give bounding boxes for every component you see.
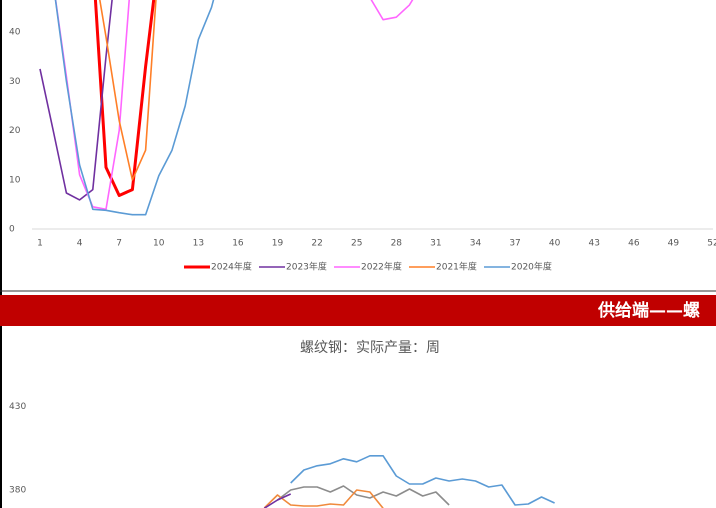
x-tick-label: 34 (470, 239, 482, 249)
series-line (290, 455, 555, 506)
series-line (99, 0, 157, 181)
banner-text: 供给端——螺 (597, 300, 700, 321)
series-line (93, 0, 156, 197)
y-tick-label: 10 (9, 175, 21, 185)
x-tick-label: 22 (311, 239, 322, 249)
x-tick-label: 43 (589, 239, 600, 249)
series-line (54, 0, 414, 211)
x-tick-label: 40 (549, 239, 561, 249)
x-tick-label: 10 (153, 239, 165, 249)
x-tick-label: 4 (77, 239, 83, 249)
x-tick-label: 52 (707, 239, 716, 249)
x-tick-label: 31 (430, 239, 441, 249)
x-tick-label: 49 (668, 239, 680, 249)
x-tick-label: 46 (628, 239, 640, 249)
series-line (277, 485, 450, 506)
x-tick-label: 7 (116, 239, 122, 249)
legend-label: 2023年度 (286, 261, 327, 273)
x-tick-label: 1 (37, 239, 43, 249)
x-tick-label: 19 (272, 239, 284, 249)
y-tick-label: 430 (9, 402, 26, 412)
series-line (39, 0, 113, 201)
x-tick-label: 25 (351, 239, 362, 249)
x-tick-label: 13 (193, 239, 204, 249)
y-tick-label: 40 (9, 28, 21, 38)
y-tick-label: 20 (9, 126, 21, 136)
x-tick-label: 16 (232, 239, 244, 249)
series-line (263, 489, 384, 508)
series-line (54, 0, 215, 216)
legend-label: 2024年度 (211, 261, 252, 273)
chart-title: 螺纹钢：实际产量：周 (300, 340, 440, 356)
banner (0, 295, 716, 326)
x-tick-label: 37 (509, 239, 520, 249)
y-tick-label: 30 (9, 77, 21, 87)
series-line (263, 493, 292, 508)
plot (39, 0, 414, 216)
y-tick-label: 380 (9, 486, 26, 496)
legend-label: 2021年度 (436, 261, 477, 273)
plot (263, 455, 555, 508)
legend-label: 2020年度 (511, 261, 552, 273)
legend-label: 2022年度 (361, 261, 402, 273)
y-tick-label: 0 (9, 225, 15, 235)
x-tick-label: 28 (391, 239, 403, 249)
